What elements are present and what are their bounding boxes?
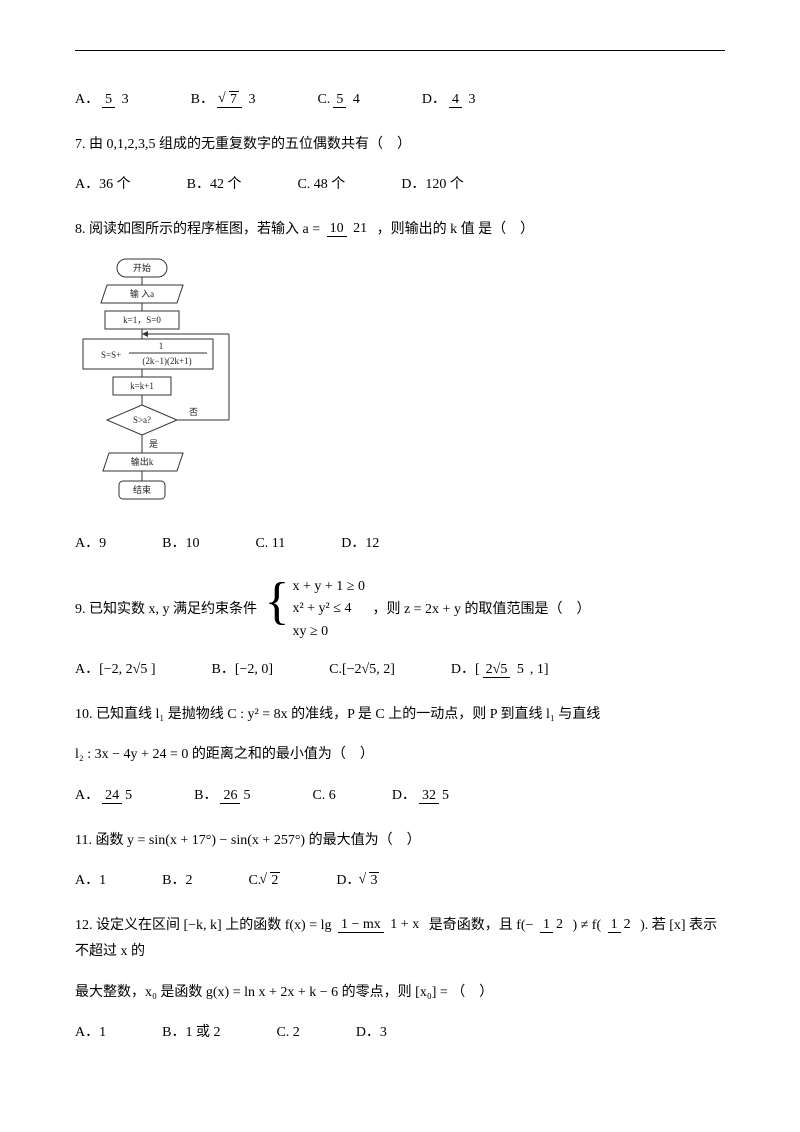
q8-opt-d: D．12 (341, 531, 379, 558)
opt-label: D． (422, 87, 446, 114)
q12-opt-c: C. 2 (276, 1020, 299, 1047)
opt-label: B． (191, 87, 214, 114)
svg-text:k=1，S=0: k=1，S=0 (123, 315, 161, 325)
q6-opt-c: C. 5 4 (317, 87, 365, 114)
top-rule (75, 50, 725, 51)
q12-opt-b: B．1 或 2 (162, 1020, 220, 1047)
svg-text:S=S+: S=S+ (101, 350, 121, 360)
q11-opt-b: B．2 (162, 868, 192, 895)
q7-options: A．36 个 B．42 个 C. 48 个 D．120 个 (75, 172, 725, 199)
q10-opt-b: B． 265 (194, 783, 256, 810)
fraction: 1 − mx 1 + x (338, 918, 422, 933)
svg-text:k=k+1: k=k+1 (130, 381, 154, 391)
q11-stem: 11. 函数 y = sin(x + 17°) − sin(x + 257°) … (75, 828, 725, 855)
q8-opt-b: B．10 (162, 531, 199, 558)
q7-opt-a: A．36 个 (75, 172, 131, 199)
q6-options: A． 5 3 B． 7 3 C. 5 4 D． 4 3 (75, 87, 725, 114)
q6-opt-b: B． 7 3 (191, 87, 262, 114)
opt-label: A． (75, 87, 99, 114)
flowchart-svg: 开始 输 入a k=1，S=0 S=S+ 1 (2k−1)(2k+1) k=k+… (79, 257, 259, 517)
q8-options: A．9 B．10 C. 11 D．12 (75, 531, 725, 558)
q11-options: A．1 B．2 C. 2 D． 3 (75, 868, 725, 895)
q10-opt-c: C. 6 (312, 783, 335, 810)
fraction: 2√5 5 (483, 663, 527, 678)
fraction: 5 4 (333, 93, 363, 108)
q9-opt-b: B．[−2, 0] (212, 657, 274, 684)
q9-stem: 9. 已知实数 x, y 满足约束条件 { x + y + 1 ≥ 0 x² +… (75, 576, 725, 643)
svg-text:输 入a: 输 入a (130, 288, 154, 299)
q8-stem: 8. 阅读如图所示的程序框图，若输入 a = 10 21 ，则输出的 k 值 是… (75, 217, 725, 244)
q8-opt-c: C. 11 (255, 531, 285, 558)
q10-line2: l₂ : 3x − 4y + 24 = 0 的距离之和的最小值为（ ） (75, 742, 725, 769)
fraction: 4 3 (449, 93, 479, 108)
svg-text:开始: 开始 (133, 262, 151, 273)
svg-text:结束: 结束 (133, 484, 151, 495)
q12-opt-a: A．1 (75, 1020, 106, 1047)
q12-options: A．1 B．1 或 2 C. 2 D．3 (75, 1020, 725, 1047)
q11-opt-c: C. 2 (248, 868, 280, 895)
q8-opt-a: A．9 (75, 531, 106, 558)
fraction: 7 3 (217, 93, 259, 108)
q9-opt-d: D． [ 2√5 5 , 1] (451, 657, 549, 684)
svg-text:(2k−1)(2k+1): (2k−1)(2k+1) (142, 356, 191, 366)
q9-opt-c: C.[−2√5, 2] (329, 657, 395, 684)
q6-opt-a: A． 5 3 (75, 87, 135, 114)
svg-text:S>a?: S>a? (133, 415, 151, 425)
opt-label: C. (317, 87, 330, 114)
q7-opt-c: C. 48 个 (297, 172, 345, 199)
q9-opt-a: A．[−2, 2√5 ] (75, 657, 156, 684)
q11-opt-d: D． 3 (336, 868, 379, 895)
svg-text:否: 否 (189, 407, 198, 417)
flowchart: 开始 输 入a k=1，S=0 S=S+ 1 (2k−1)(2k+1) k=k+… (79, 257, 725, 517)
fraction: 5 3 (102, 93, 132, 108)
q7-opt-b: B．42 个 (187, 172, 242, 199)
q12-line1: 12. 设定义在区间 [−k, k] 上的函数 f(x) = lg 1 − mx… (75, 913, 725, 966)
q11-opt-a: A．1 (75, 868, 106, 895)
q7-opt-d: D．120 个 (401, 172, 464, 199)
q6-opt-d: D． 4 3 (422, 87, 482, 114)
q12-opt-d: D．3 (356, 1020, 387, 1047)
svg-text:输出k: 输出k (131, 456, 154, 467)
q10-line1: 10. 已知直线 l₁ 是抛物线 C : y² = 8x 的准线，P 是 C 上… (75, 702, 725, 729)
q9-options: A．[−2, 2√5 ] B．[−2, 0] C.[−2√5, 2] D． [ … (75, 657, 725, 684)
cases: { x + y + 1 ≥ 0 x² + y² ≤ 4 xy ≥ 0 (265, 576, 365, 643)
svg-text:是: 是 (149, 439, 158, 449)
q7-stem: 7. 由 0,1,2,3,5 组成的无重复数字的五位偶数共有（ ） (75, 132, 725, 159)
q10-options: A． 245 B． 265 C. 6 D． 325 (75, 783, 725, 810)
q12-line2: 最大整数，x₀ 是函数 g(x) = ln x + 2x + k − 6 的零点… (75, 980, 725, 1007)
svg-text:1: 1 (159, 341, 164, 351)
fraction: 10 21 (327, 222, 371, 237)
q10-opt-a: A． 245 (75, 783, 138, 810)
q10-opt-d: D． 325 (392, 783, 455, 810)
